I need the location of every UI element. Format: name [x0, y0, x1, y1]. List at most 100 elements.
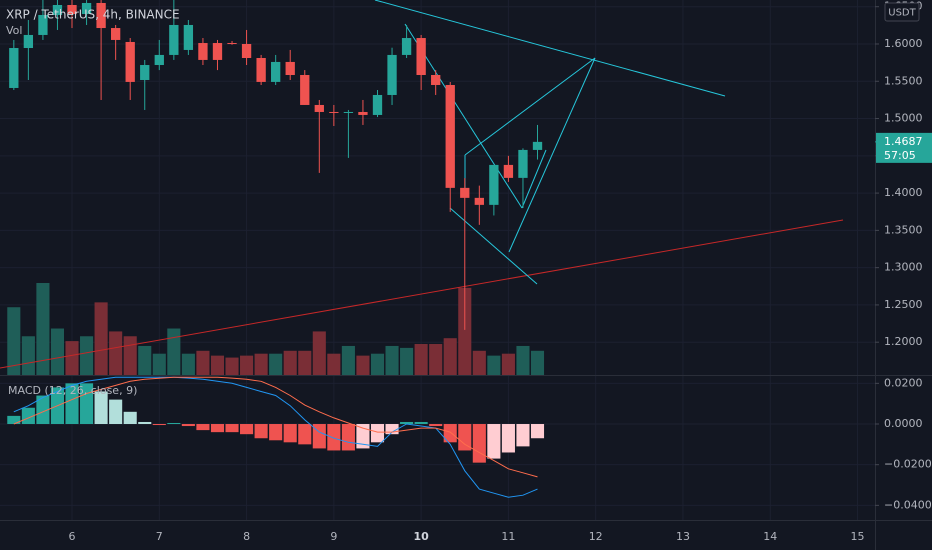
signal-line — [13, 376, 538, 478]
y-tick-label: 1.2000 — [884, 335, 923, 348]
y-tick-label: 0.0200 — [884, 376, 923, 389]
candle-body — [169, 24, 179, 55]
macd-histogram-bar — [94, 391, 108, 425]
macd-histogram-bar — [7, 415, 21, 425]
y-tick-label: 1.5500 — [884, 74, 923, 87]
y-tick-label: 1.3500 — [884, 223, 923, 236]
volume-bar — [530, 350, 545, 375]
macd-histogram-bar — [400, 421, 414, 425]
volume-bar — [225, 357, 239, 375]
macd-histogram-bar — [429, 424, 443, 427]
candle-body — [401, 38, 412, 55]
macd-histogram-bar — [472, 424, 486, 463]
macd-histogram-bar — [516, 424, 530, 447]
macd-histogram-bar — [152, 424, 166, 426]
candle-body — [256, 58, 266, 82]
volume-bar — [138, 345, 152, 375]
candle-body — [489, 164, 499, 205]
macd-histogram-bar — [458, 424, 472, 451]
trend-line[interactable] — [508, 57, 596, 253]
macd-histogram-bar — [501, 424, 515, 453]
macd-histogram-bar — [341, 424, 355, 451]
x-tick-label: 6 — [69, 530, 76, 543]
volume-bar — [501, 353, 515, 375]
candle-body — [271, 61, 281, 82]
macd-histogram-bar — [123, 411, 137, 425]
macd-histogram-bar — [356, 424, 370, 449]
volume-bar — [240, 355, 254, 375]
volume-bar — [516, 345, 530, 375]
x-tick-label: 7 — [156, 530, 163, 543]
macd-histogram-bar — [80, 383, 94, 425]
macd-histogram-bar — [240, 424, 254, 435]
macd-histogram-bar — [167, 422, 181, 425]
candle-body — [343, 111, 354, 113]
y-tick-label: 1.2500 — [884, 298, 923, 311]
macd-histogram-bar — [196, 424, 210, 431]
candle-body — [110, 28, 121, 40]
macd-histogram-bar — [385, 424, 399, 435]
volume-bar — [21, 336, 35, 375]
x-tick-label: 11 — [501, 530, 515, 543]
macd-histogram-bar — [225, 424, 239, 433]
candle-body — [198, 43, 208, 60]
y-tick-label: 1.6000 — [884, 37, 923, 50]
volume-bar — [443, 338, 457, 375]
volume-bar — [210, 355, 225, 375]
volume-bar — [298, 350, 312, 375]
macd-line — [13, 376, 538, 498]
x-tick-label: 13 — [676, 530, 690, 543]
x-tick-label: 9 — [330, 530, 337, 543]
candle-body — [300, 75, 310, 105]
trend-line[interactable] — [521, 149, 547, 209]
trend-line[interactable] — [0, 219, 844, 369]
volume-bar — [283, 350, 297, 375]
macd-histogram-bar — [21, 407, 35, 425]
macd-histogram-bar — [370, 424, 385, 443]
volume-bar — [269, 353, 283, 375]
macd-histogram-bar — [283, 424, 297, 443]
candle-body — [416, 38, 426, 75]
volume-bar — [385, 345, 399, 375]
volume-bar — [196, 350, 210, 375]
candle-body — [532, 141, 543, 150]
x-tick-label: 12 — [589, 530, 603, 543]
volume-bar — [370, 353, 385, 375]
candle-body — [460, 187, 470, 198]
x-tick-label: 10 — [413, 530, 429, 543]
candle-body — [241, 43, 252, 59]
y-tick-label: −0.0400 — [884, 498, 932, 511]
macd-histogram-bar — [181, 424, 195, 427]
macd-histogram-bar — [530, 424, 545, 439]
volume-bar — [312, 331, 326, 375]
candle-body — [474, 197, 484, 205]
candle-body — [67, 4, 77, 15]
x-tick-label: 15 — [851, 530, 865, 543]
candle-body — [285, 61, 295, 75]
macd-histogram-bar — [138, 421, 152, 425]
trend-line[interactable] — [464, 57, 596, 156]
volume-bar — [341, 345, 355, 375]
candle-body — [212, 43, 223, 60]
candle-body — [329, 111, 339, 113]
candle-body — [9, 48, 19, 88]
volume-bar — [7, 307, 21, 375]
candle-body — [387, 54, 397, 95]
candle-body — [358, 111, 368, 115]
macd-label: MACD (12, 26, close, 9) — [8, 384, 137, 397]
trend-line[interactable] — [374, 0, 726, 97]
candle-body — [23, 34, 34, 49]
volume-bar — [94, 302, 108, 375]
candle-body — [227, 43, 237, 45]
volume-bar — [487, 355, 501, 375]
macd-histogram-bar — [443, 424, 457, 443]
candle-body — [81, 2, 92, 15]
candle-body — [445, 84, 455, 188]
volume-label: Vol — [6, 24, 22, 37]
volume-bar — [167, 328, 181, 375]
currency-badge[interactable] — [884, 2, 920, 22]
y-tick-label: −0.0200 — [884, 458, 932, 471]
macd-histogram-bar — [312, 424, 326, 449]
